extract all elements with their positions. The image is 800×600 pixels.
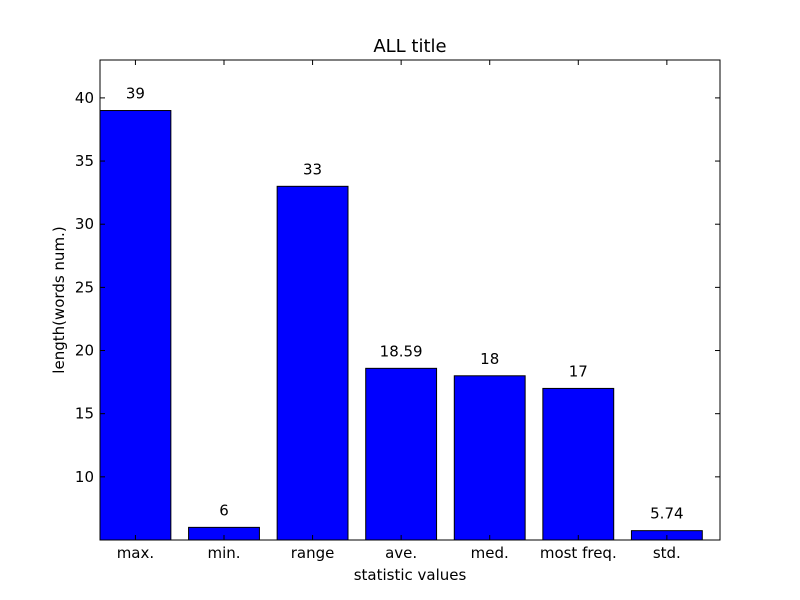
plot-frame <box>99 59 721 541</box>
value-label: 33 <box>303 160 322 178</box>
bars-group <box>99 110 703 541</box>
y-tick-label: 30 <box>75 215 94 233</box>
y-tick-label: 20 <box>75 342 94 360</box>
value-label: 17 <box>569 362 588 380</box>
bar-ave. <box>365 367 438 541</box>
x-tick-label: std. <box>653 544 681 562</box>
x-axis-label: statistic values <box>354 566 467 584</box>
y-axis-label: length(words num.) <box>50 226 68 373</box>
y-tick-label: 25 <box>75 278 94 296</box>
y-tick-label: 35 <box>75 152 94 170</box>
value-labels-group: 39 6 33 18.59 18 17 5.74 <box>126 85 684 523</box>
value-label: 39 <box>126 85 145 103</box>
x-tick-label: min. <box>207 544 240 562</box>
x-tick-label: most freq. <box>540 544 617 562</box>
bar-range <box>276 185 349 541</box>
bar-most freq. <box>542 387 615 541</box>
value-label: 18.59 <box>380 342 423 360</box>
y-tick-label: 10 <box>75 468 94 486</box>
x-tick-label: range <box>291 544 335 562</box>
bar-max. <box>99 110 172 541</box>
bar-med. <box>453 375 526 541</box>
value-label: 18 <box>480 350 499 368</box>
y-ticks-group: 10 15 20 25 30 35 40 <box>75 89 720 486</box>
value-label: 5.74 <box>650 505 683 523</box>
x-tick-label: ave. <box>385 544 417 562</box>
chart-title: ALL title <box>373 36 446 57</box>
x-tick-label: max. <box>117 544 154 562</box>
x-tick-label: med. <box>471 544 509 562</box>
y-tick-label: 40 <box>75 89 94 107</box>
y-tick-label: 15 <box>75 405 94 423</box>
value-label: 6 <box>219 501 229 519</box>
x-ticks-group: max. min. range ave. med. most freq. std. <box>117 60 681 562</box>
